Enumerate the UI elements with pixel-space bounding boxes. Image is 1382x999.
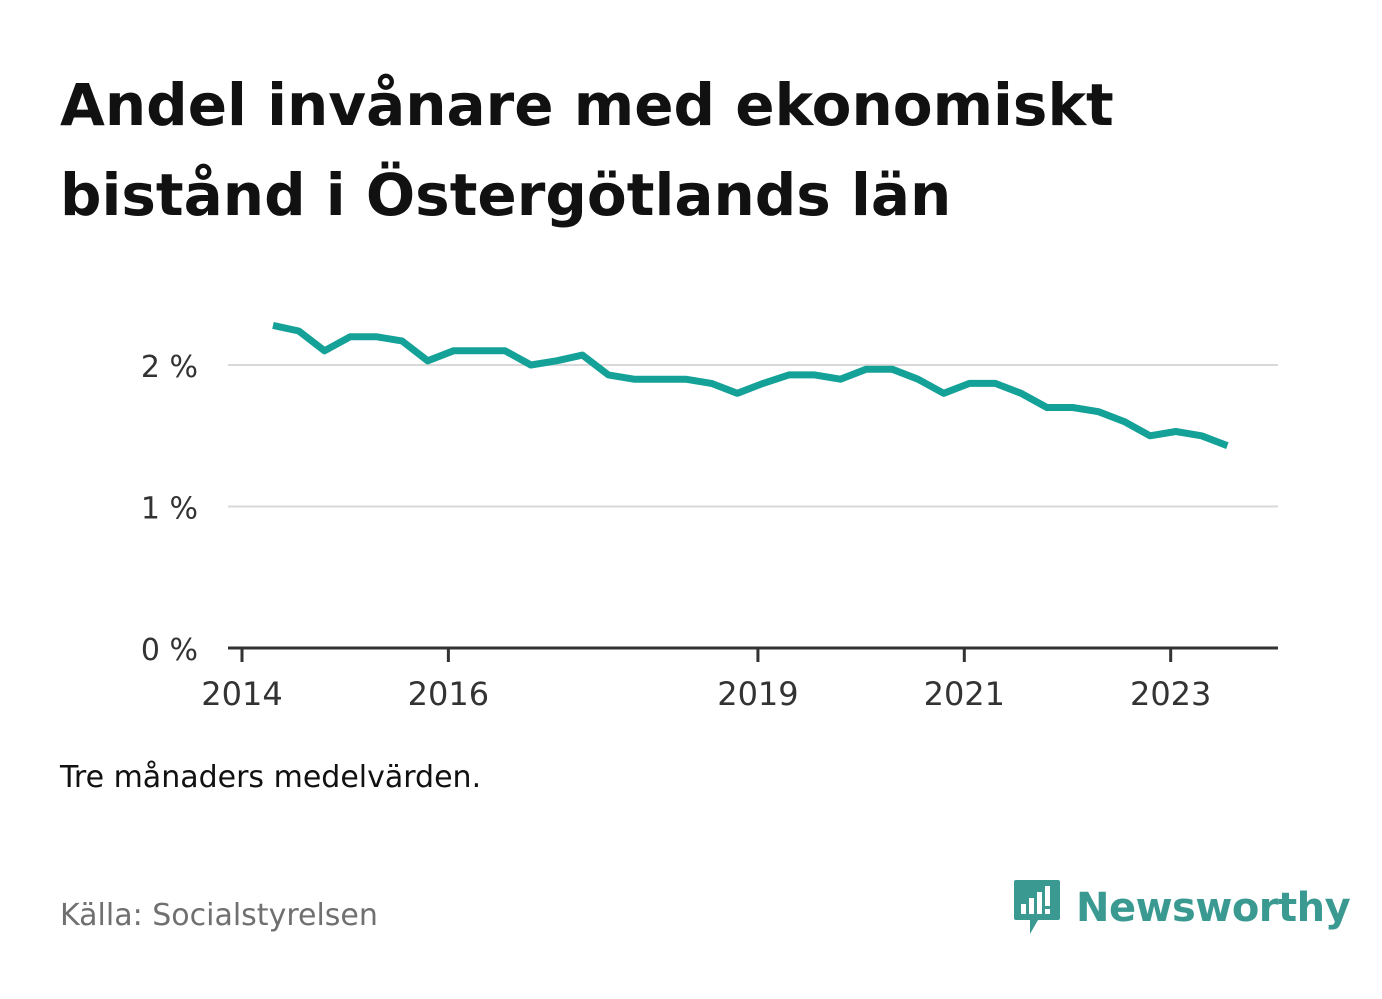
x-tick-label-3: 2021: [924, 675, 1005, 713]
data-point: [376, 336, 377, 337]
data-point: [917, 379, 918, 380]
grid-lines: [228, 364, 1278, 508]
x-tick-label-4: 2023: [1130, 675, 1211, 713]
x-tick-label-0: 2014: [201, 675, 282, 713]
axes: [228, 646, 1278, 662]
data-point: [453, 350, 454, 351]
data-point: [737, 393, 738, 394]
data-point: [427, 360, 428, 361]
data-point: [401, 340, 402, 341]
data-point: [659, 379, 660, 380]
series-line-0: [272, 321, 1229, 449]
chart-title: Andel invånare med ekonomiskt bistånd i …: [60, 71, 1114, 229]
data-point: [1021, 393, 1022, 394]
data-point: [763, 383, 764, 384]
data-point: [556, 360, 557, 361]
data-point: [1046, 407, 1047, 408]
data-point: [530, 365, 531, 366]
y-tick-label-2: 2 %: [141, 350, 198, 385]
data-point: [840, 379, 841, 380]
bar-chart-speech-bubble-icon: [1014, 880, 1060, 934]
data-point: [1124, 421, 1125, 422]
series-lines: [272, 321, 1229, 449]
data-point: [1227, 445, 1228, 446]
data-point: [479, 350, 480, 351]
y-tick-label-1: 1 %: [141, 492, 198, 527]
x-tick-labels: 2014 2016 2019 2021 2023: [201, 675, 1211, 713]
source-credit: Källa: Socialstyrelsen: [60, 898, 378, 933]
data-point: [350, 336, 351, 337]
y-tick-labels: 0 % 1 % 2 %: [141, 350, 198, 668]
brand-name: Newsworthy: [1076, 885, 1351, 931]
data-point: [1150, 435, 1151, 436]
data-point: [892, 369, 893, 370]
x-tick-label-1: 2016: [408, 675, 489, 713]
data-point: [272, 325, 273, 326]
data-point: [814, 374, 815, 375]
chart-note: Tre månaders medelvärden.: [60, 760, 482, 795]
data-point: [582, 355, 583, 356]
data-point: [634, 379, 635, 380]
data-point: [995, 383, 996, 384]
data-point: [1201, 435, 1202, 436]
data-point: [324, 350, 325, 351]
data-point: [298, 331, 299, 332]
data-point: [1175, 431, 1176, 432]
data-point: [969, 383, 970, 384]
data-point: [608, 374, 609, 375]
data-point: [866, 369, 867, 370]
data-point: [505, 350, 506, 351]
data-point: [788, 374, 789, 375]
data-point: [1098, 411, 1099, 412]
x-tick-label-2: 2019: [717, 675, 798, 713]
data-point: [1072, 407, 1073, 408]
newsworthy-logo[interactable]: Newsworthy: [1012, 878, 1351, 938]
data-point: [711, 383, 712, 384]
data-point: [685, 379, 686, 380]
y-tick-label-0: 0 %: [141, 633, 198, 668]
data-point: [943, 393, 944, 394]
